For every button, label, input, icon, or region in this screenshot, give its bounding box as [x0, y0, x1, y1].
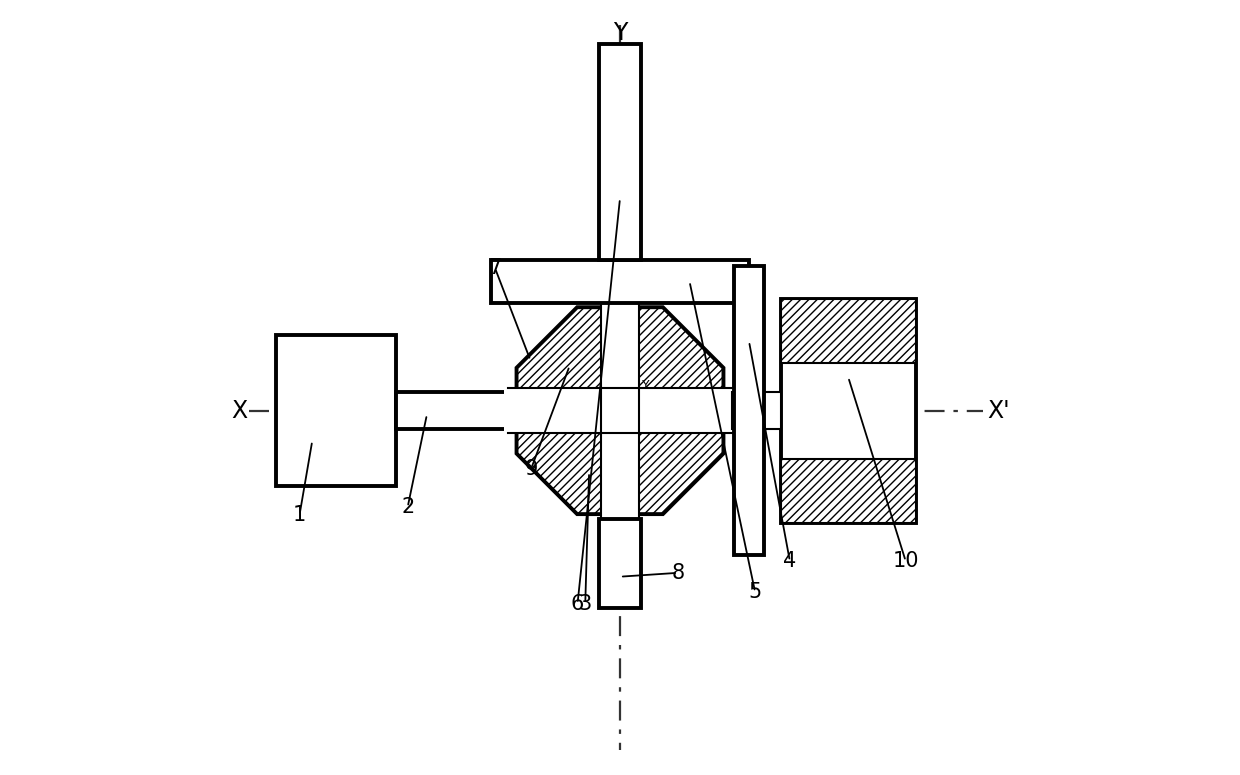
Text: Y: Y: [613, 21, 627, 45]
Bar: [601, 294, 639, 526]
Bar: [505, 388, 735, 433]
Text: X': X': [987, 398, 1009, 422]
Bar: [781, 298, 916, 363]
Text: 6: 6: [570, 594, 584, 614]
Text: X: X: [232, 398, 248, 422]
Bar: [491, 260, 749, 302]
Bar: [732, 392, 781, 429]
Bar: [781, 459, 916, 522]
Text: 2: 2: [401, 498, 414, 517]
Bar: [599, 44, 641, 260]
Text: 3: 3: [579, 594, 591, 614]
Text: 1: 1: [293, 505, 306, 525]
Bar: [396, 392, 508, 429]
Text: 9: 9: [525, 459, 538, 479]
Text: 7: 7: [489, 258, 501, 277]
Text: 5: 5: [749, 582, 761, 602]
Text: 10: 10: [893, 551, 919, 571]
Polygon shape: [517, 307, 723, 514]
Text: 8: 8: [671, 563, 684, 583]
Bar: [734, 266, 764, 556]
Bar: [277, 336, 396, 486]
Bar: [781, 298, 916, 522]
Bar: [599, 518, 641, 608]
Text: Y: Y: [642, 380, 650, 392]
Text: 4: 4: [784, 551, 796, 571]
